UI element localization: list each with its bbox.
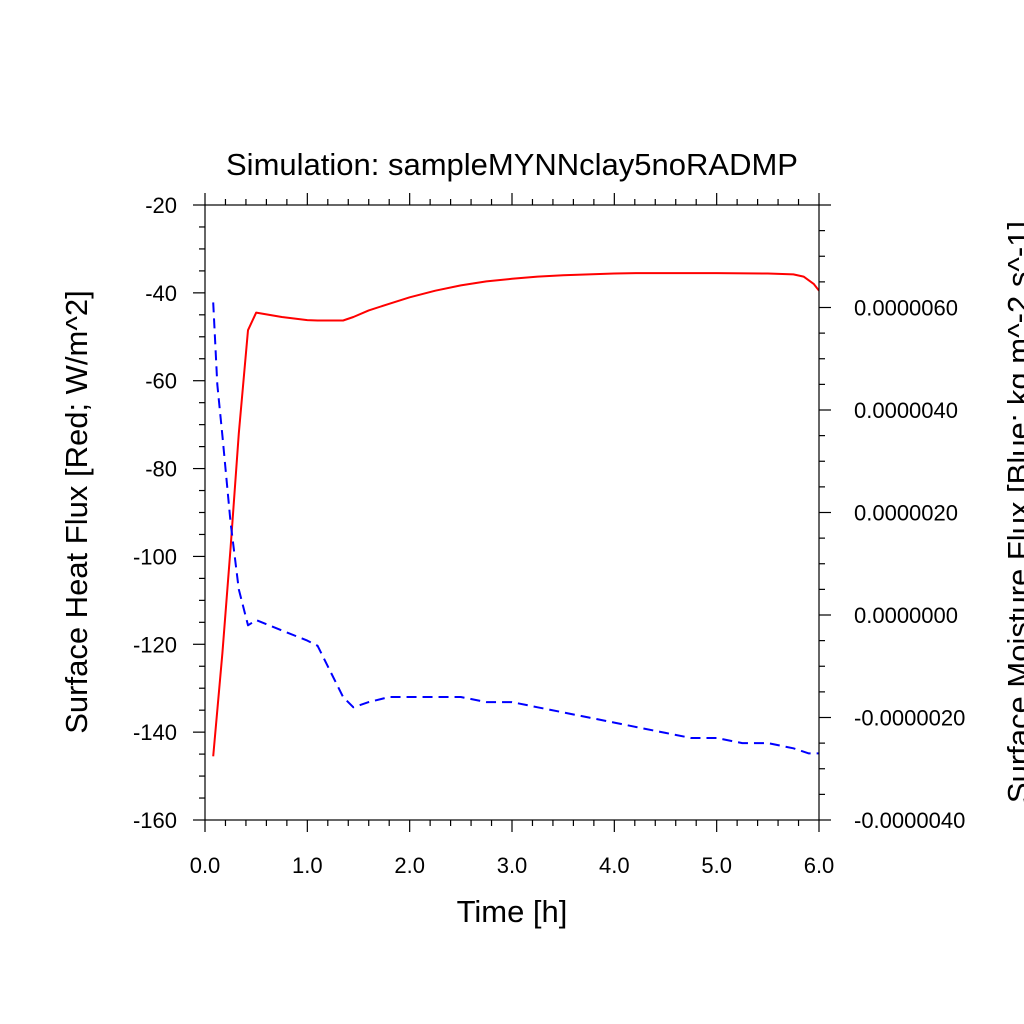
y-axis-title: Surface Heat Flux [Red; W/m^2] [59, 290, 94, 734]
y-tick-label: -160 [133, 808, 177, 833]
x-tick-labels: 0.0 1.0 2.0 3.0 4.0 5.0 6.0 [190, 853, 835, 878]
y2-tick-label: 0.0000000 [854, 603, 958, 628]
chart-title: Simulation: sampleMYNNclay5noRADMP [226, 147, 798, 182]
y2-tick-label: 0.0000020 [854, 501, 958, 526]
y-tick-label: -100 [133, 544, 177, 569]
y-tick-label: -140 [133, 720, 177, 745]
y2-tick-label: -0.0000020 [854, 706, 965, 731]
y2-tick-label: 0.0000060 [854, 296, 958, 321]
tick-marks [193, 193, 831, 832]
y2-tick-label: 0.0000040 [854, 398, 958, 423]
y-tick-label: -20 [145, 193, 177, 218]
y2-tick-label: -0.0000040 [854, 808, 965, 833]
heat-flux-line [212, 272, 819, 757]
y-tick-labels: -20 -40 -60 -80 -100 -120 -140 -160 [133, 193, 177, 833]
y-tick-label: -40 [145, 281, 177, 306]
y2-axis-title: Surface Moisture Flux [Blue; kg m^-2 s^-… [1001, 221, 1024, 803]
x-tick-label: 1.0 [292, 853, 323, 878]
x-tick-label: 4.0 [599, 853, 630, 878]
x-tick-label: 3.0 [497, 853, 528, 878]
x-tick-label: 2.0 [394, 853, 425, 878]
x-tick-label: 0.0 [190, 853, 221, 878]
x-axis-title: Time [h] [457, 894, 568, 929]
y-tick-label: -60 [145, 369, 177, 394]
y-tick-label: -120 [133, 632, 177, 657]
y2-tick-labels: 0.0000060 0.0000040 0.0000020 0.0000000 -0.0… [854, 296, 965, 834]
x-tick-label: 5.0 [701, 853, 732, 878]
x-tick-label: 6.0 [804, 853, 835, 878]
moisture-flux-line [212, 302, 819, 755]
y-tick-label: -80 [145, 457, 177, 482]
series-lines [212, 272, 819, 757]
plot-frame [204, 204, 820, 821]
